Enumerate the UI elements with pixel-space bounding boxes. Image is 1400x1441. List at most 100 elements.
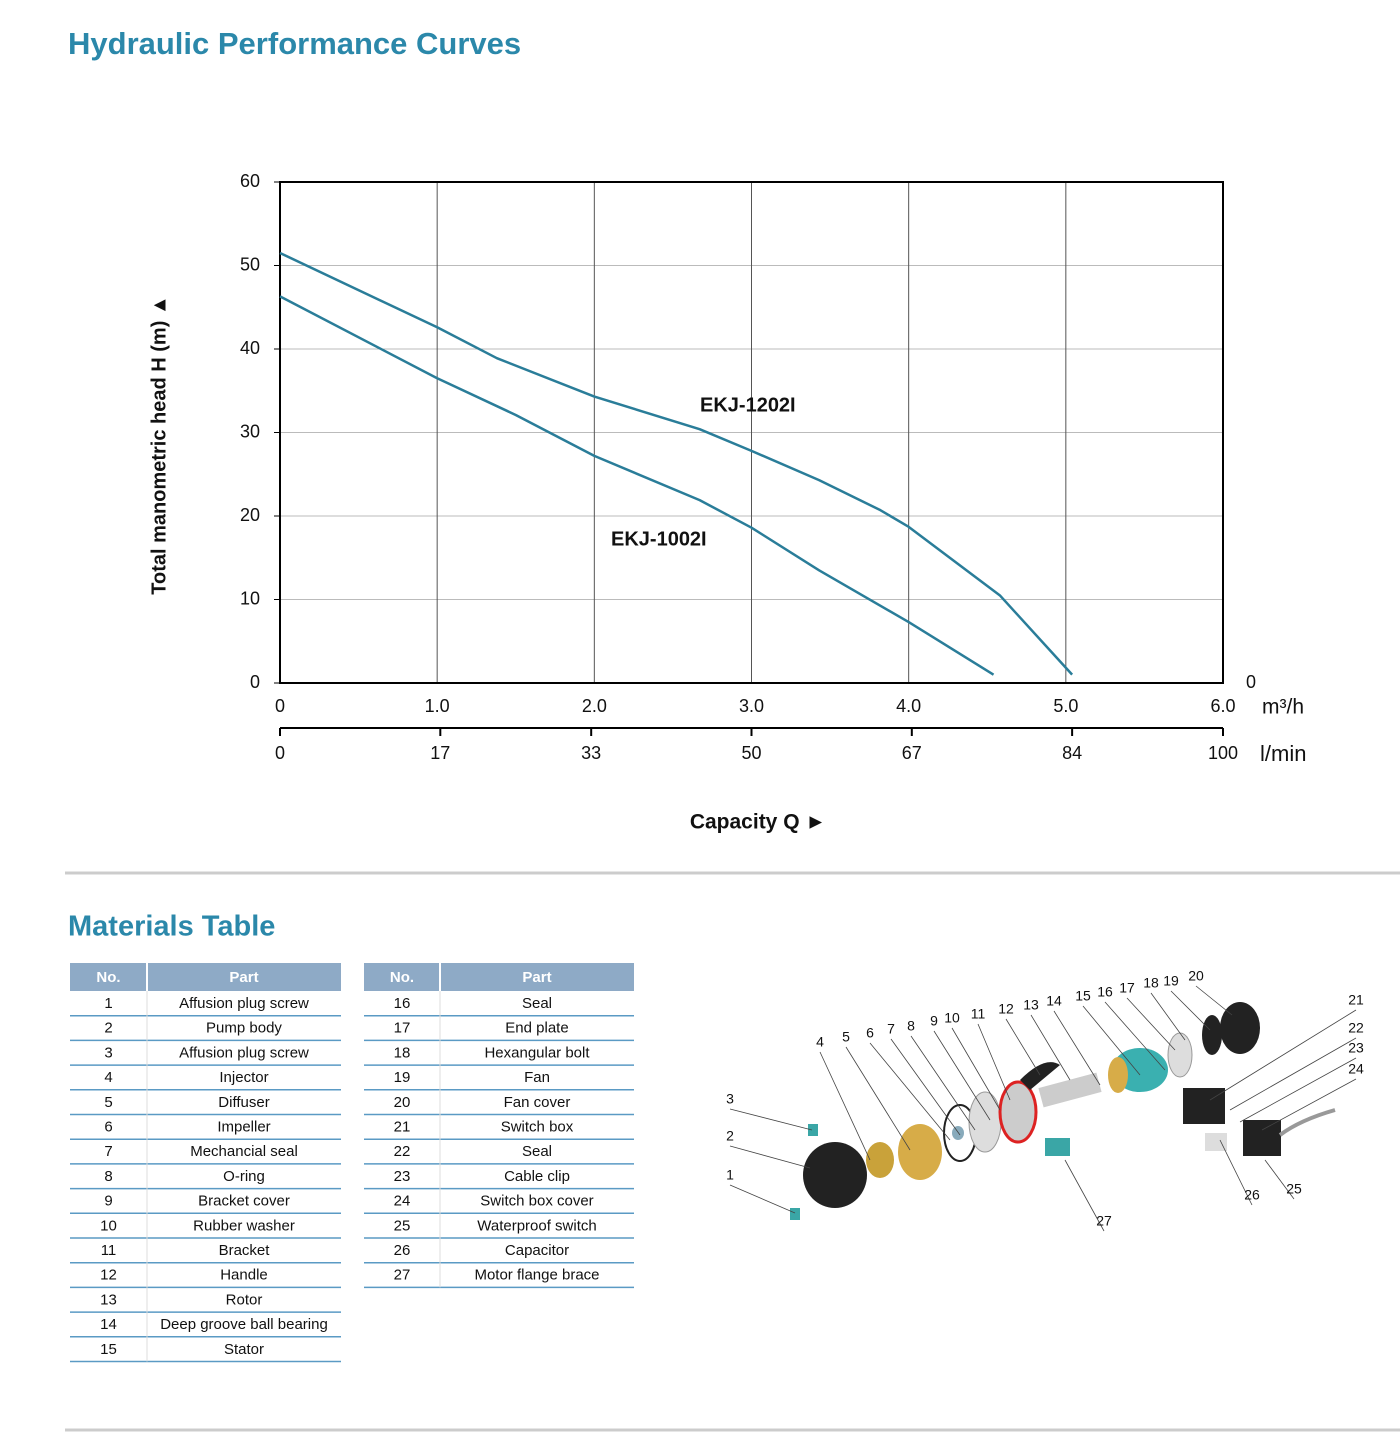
series-label: EKJ-1002I — [611, 528, 707, 550]
callout-label: 3 — [726, 1091, 734, 1107]
leader-line — [1261, 1078, 1357, 1131]
callout-label: 10 — [944, 1010, 960, 1026]
leader-line — [910, 1035, 976, 1131]
leader-line — [951, 1027, 1001, 1111]
leader-line — [1064, 1159, 1105, 1232]
table-cell: Cable clip — [504, 1168, 570, 1185]
table-cell: Affusion plug screw — [179, 1044, 309, 1061]
x-tick-label: 1.0 — [425, 696, 450, 716]
leader-line — [1264, 1159, 1295, 1200]
x2-tick-label: 0 — [275, 743, 285, 763]
header-cell: No. — [390, 969, 414, 986]
leader-line — [1219, 1139, 1253, 1206]
callout-label: 20 — [1188, 968, 1204, 984]
y-tick-label: 10 — [240, 588, 260, 608]
callout-label: 23 — [1348, 1040, 1364, 1056]
callout-label: 7 — [887, 1021, 895, 1037]
table-cell: Seal — [522, 995, 552, 1012]
table-cell: Seal — [522, 1143, 552, 1160]
table-cell: Rubber washer — [193, 1217, 295, 1234]
table-cell: Motor flange brace — [474, 1267, 599, 1284]
callout-label: 15 — [1075, 988, 1091, 1004]
leader-line — [729, 1145, 811, 1169]
callout-label: 26 — [1244, 1187, 1260, 1203]
table-header — [364, 963, 634, 991]
table-cell: 27 — [394, 1267, 411, 1284]
table-cell: 7 — [104, 1143, 112, 1160]
callout-label: 19 — [1163, 973, 1179, 989]
leader-line — [1053, 1010, 1101, 1086]
leader-line — [890, 1038, 961, 1136]
y-tick-label: 40 — [240, 338, 260, 358]
callout-label: 24 — [1348, 1061, 1364, 1077]
callout-label: 13 — [1023, 997, 1039, 1013]
x2-tick-label: 50 — [741, 743, 761, 763]
table-cell: 23 — [394, 1168, 411, 1185]
callout-label: 18 — [1143, 975, 1159, 991]
table-cell: 19 — [394, 1069, 411, 1086]
leader-line — [1104, 1001, 1166, 1071]
table-cell: 16 — [394, 995, 411, 1012]
x-unit: m³/h — [1262, 696, 1304, 719]
table-cell: 21 — [394, 1118, 411, 1135]
table-cell: Injector — [219, 1069, 268, 1086]
table-cell: Stator — [224, 1341, 264, 1358]
header-cell: No. — [96, 969, 120, 986]
callout-label: 16 — [1097, 984, 1113, 1000]
leader-line — [1126, 997, 1176, 1051]
x2-tick-label: 84 — [1062, 743, 1082, 763]
table-cell: Diffuser — [218, 1094, 269, 1111]
x-tick-label: 6.0 — [1210, 696, 1235, 716]
exploded-view — [790, 1002, 1336, 1220]
table-cell: Bracket cover — [198, 1193, 290, 1210]
table-cell: 18 — [394, 1044, 411, 1061]
table-cell: Bracket — [219, 1242, 271, 1259]
callout-label: 1 — [726, 1167, 734, 1183]
leader-line — [1082, 1005, 1141, 1076]
leader-line — [729, 1184, 796, 1214]
leader-line — [1005, 1018, 1041, 1076]
table-cell: 9 — [104, 1193, 112, 1210]
series-label: EKJ-1202I — [700, 394, 796, 416]
table-cell: 2 — [104, 1020, 112, 1037]
series-line — [279, 295, 995, 676]
x2-tick-label: 67 — [902, 743, 922, 763]
table-cell: 15 — [100, 1341, 117, 1358]
table-cell: Pump body — [206, 1020, 282, 1037]
table-cell: Deep groove ball bearing — [160, 1316, 328, 1333]
table-cell: Capacitor — [505, 1242, 569, 1259]
table-cell: 22 — [394, 1143, 411, 1160]
table-cell: 14 — [100, 1316, 117, 1333]
table-cell: Waterproof switch — [477, 1217, 596, 1234]
table-cell: Impeller — [217, 1118, 270, 1135]
y-axis-title: Total manometric head H (m) ▲ — [148, 295, 170, 594]
series-line — [279, 251, 1074, 676]
leader-line — [819, 1051, 871, 1161]
y-tick-label: 60 — [240, 171, 260, 191]
table-cell: 4 — [104, 1069, 112, 1086]
table-cell: Switch box — [501, 1118, 574, 1135]
callout-label: 17 — [1119, 980, 1135, 996]
table-cell: 12 — [100, 1267, 117, 1284]
y-tick-label: 50 — [240, 254, 260, 274]
callout-label: 22 — [1348, 1020, 1364, 1036]
callout-label: 5 — [842, 1029, 850, 1045]
leader-line — [1170, 990, 1211, 1031]
leader-line — [1239, 1057, 1357, 1123]
x2-unit: l/min — [1260, 741, 1306, 766]
x-tick-label: 0 — [275, 696, 285, 716]
x-tick-label: 5.0 — [1053, 696, 1078, 716]
table-cell: 8 — [104, 1168, 112, 1185]
table-cell: Fan — [524, 1069, 550, 1086]
leader-line — [1150, 992, 1186, 1041]
table-header — [70, 963, 341, 991]
x2-tick-label: 17 — [430, 743, 450, 763]
callout-label: 25 — [1286, 1181, 1302, 1197]
table-cell: Switch box cover — [480, 1193, 593, 1210]
table-cell: Mechancial seal — [190, 1143, 298, 1160]
table-cell: 10 — [100, 1217, 117, 1234]
table-cell: 24 — [394, 1193, 411, 1210]
leader-line — [729, 1108, 813, 1131]
y2-tick-label: 0 — [1246, 672, 1256, 692]
